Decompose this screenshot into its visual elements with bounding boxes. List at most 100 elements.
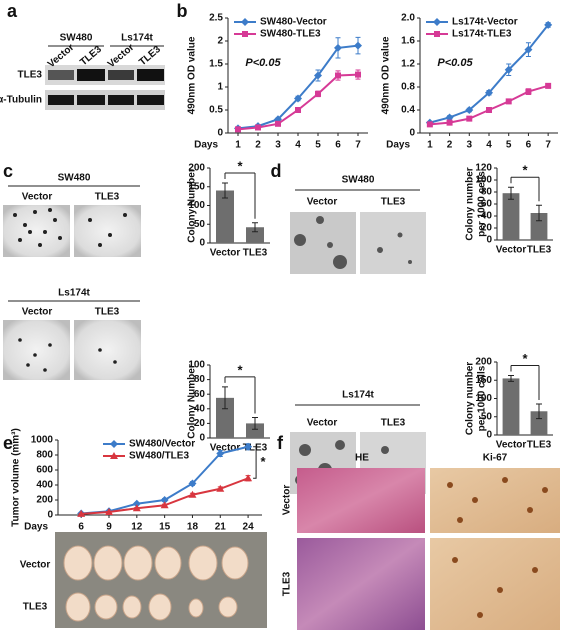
lane-label: TLE3	[95, 192, 120, 203]
marker	[315, 90, 321, 97]
lane-label: TLE3	[78, 44, 104, 68]
y-tick-label: 1000	[31, 435, 54, 446]
y-tick-label: 200	[36, 495, 53, 506]
legend-label: SW480-TLE3	[260, 29, 321, 40]
x-tick-label: 6	[526, 140, 532, 151]
marker	[504, 65, 513, 74]
label: SW480	[60, 33, 93, 44]
bar	[216, 190, 234, 243]
marker	[235, 126, 241, 133]
error-bar	[536, 403, 542, 420]
x-tick-label: 5	[315, 140, 321, 151]
column-label: Ki-67	[483, 453, 508, 464]
marker	[426, 121, 433, 128]
y-tick-label: 120	[475, 163, 492, 174]
bar	[246, 423, 264, 438]
row-label: α-Tubulin	[0, 95, 42, 106]
x-tick-label: Vector	[496, 440, 527, 451]
lane-label: TLE3	[381, 197, 406, 208]
marker	[446, 119, 453, 126]
soft-agar-images	[290, 189, 426, 494]
y-tick-label: 0	[486, 235, 492, 246]
y-tick-label: 20	[194, 418, 206, 429]
x-tick-label: 24	[243, 522, 255, 533]
y-tick-label: 150	[188, 181, 205, 192]
panel-label: a	[7, 1, 18, 21]
y-axis-label: Colony Number	[187, 364, 198, 439]
y-tick-label: 0	[486, 430, 492, 441]
y-axis-label: per 1000 cells	[477, 171, 488, 237]
x-tick-label: 12	[131, 522, 143, 533]
marker	[244, 474, 253, 482]
error-bar	[252, 222, 258, 233]
colony-plates	[3, 185, 141, 380]
x-tick-label: 21	[215, 522, 227, 533]
y-tick-label: 100	[475, 393, 492, 404]
annotation: P<0.05	[437, 57, 473, 69]
x-tick-label: 7	[545, 140, 551, 151]
y-axis-label: 490nm OD value	[381, 36, 392, 114]
y-tick-label: 0.4	[401, 105, 415, 116]
y-tick-label: 200	[188, 163, 205, 174]
panel-label: c	[3, 161, 13, 181]
lane-label: TLE3	[95, 307, 120, 318]
marker	[132, 499, 141, 508]
x-tick-label: 5	[506, 140, 512, 151]
marker	[244, 442, 253, 451]
x-tick-label: 6	[78, 522, 84, 533]
western-blot	[45, 45, 165, 110]
marker	[445, 113, 454, 122]
y-tick-label: 40	[481, 211, 493, 222]
panel-label: f	[277, 433, 284, 453]
marker	[355, 71, 361, 78]
marker	[241, 18, 249, 26]
panel-label: e	[3, 433, 13, 453]
legend-label: SW480/Vector	[129, 439, 195, 450]
marker	[314, 71, 322, 80]
x-axis-label: Days	[194, 140, 218, 151]
marker	[160, 501, 169, 509]
y-tick-label: 2	[217, 36, 223, 47]
x-tick-label: 9	[106, 522, 112, 533]
y-tick-label: 600	[36, 465, 53, 476]
x-tick-label: TLE3	[243, 248, 268, 259]
row-label: TLE3	[282, 571, 293, 596]
x-tick-label: TLE3	[527, 245, 552, 256]
y-tick-label: 0	[199, 238, 205, 249]
bar	[246, 227, 264, 243]
y-tick-label: 0.8	[401, 82, 415, 93]
label: Ls174t	[121, 33, 153, 44]
marker	[434, 31, 440, 37]
marker	[188, 479, 197, 488]
marker	[466, 115, 473, 122]
bar	[530, 213, 548, 240]
y-tick-label: 50	[194, 219, 206, 230]
marker	[216, 449, 225, 458]
legend-label: Ls174t-TLE3	[452, 29, 512, 40]
marker	[544, 20, 553, 29]
bar	[502, 378, 520, 435]
x-tick-label: Vector	[210, 443, 241, 454]
bar	[530, 411, 548, 435]
x-tick-label: 4	[295, 140, 301, 151]
y-tick-label: 100	[475, 175, 492, 186]
x-tick-label: 15	[159, 522, 171, 533]
y-axis-label: Tumor volume (mm³)	[11, 428, 22, 527]
panel-label: d	[271, 161, 282, 181]
lane-label: Vector	[307, 197, 338, 208]
bar	[216, 397, 234, 438]
x-tick-label: 3	[275, 140, 281, 151]
error-bar	[508, 186, 514, 200]
marker	[335, 72, 341, 79]
marker	[110, 440, 118, 448]
y-axis-label: per 1000 cells	[477, 365, 488, 431]
y-tick-label: 80	[194, 374, 206, 385]
annotation: *	[237, 362, 243, 377]
group-label: Ls174t	[58, 288, 90, 299]
y-tick-label: 0	[199, 433, 205, 444]
marker	[465, 106, 474, 114]
y-axis-label: 490nm OD value	[187, 36, 198, 114]
marker	[295, 107, 301, 113]
marker	[433, 18, 441, 26]
